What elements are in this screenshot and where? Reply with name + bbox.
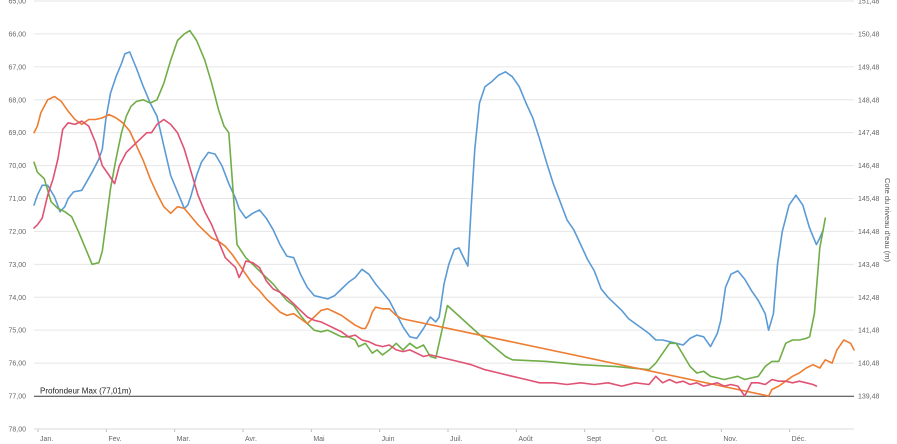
left-tick-label: 73,00 [8,262,26,269]
right-tick-label: 149,48 [858,64,880,71]
x-tick-label: Jan. [40,436,53,443]
x-tick-label: Déc. [792,436,806,443]
right-tick-label: 140,48 [858,361,880,368]
x-tick-label: Juin [382,436,395,443]
left-tick-label: 72,00 [8,229,26,236]
right-tick-label: 150,48 [858,31,880,38]
left-tick-label: 68,00 [8,97,26,104]
x-tick-label: Mar. [177,436,191,443]
left-tick-label: 70,00 [8,163,26,170]
right-axis-ticks: 151,48 150,48 149,48 148,48 147,48 146,48 145,… [858,0,880,401]
series-line-1 [33,51,825,348]
x-tick-label: Juil. [450,436,463,443]
left-tick-label: 65,00 [8,0,26,6]
left-tick-label: 66,00 [8,31,26,38]
right-tick-label: 148,48 [858,97,880,104]
series-line-3 [33,95,855,397]
right-tick-label: 144,48 [858,229,880,236]
x-tick-label: Fev. [108,436,121,443]
left-tick-label: 74,00 [8,295,26,302]
x-tick-label: Mai [313,436,325,443]
left-tick-label: 71,00 [8,196,26,203]
x-tick-label: Août [518,436,532,443]
series-line-4 [33,118,818,397]
right-tick-label: 146,48 [858,163,880,170]
x-tick-label: Nov. [723,436,737,443]
x-tick-label: Oct. [655,436,668,443]
left-tick-label: 77,00 [8,394,26,401]
right-tick-label: 141,48 [858,328,880,335]
right-tick-label: 145,48 [858,196,880,203]
right-tick-label: 142,48 [858,295,880,302]
x-axis-ticks: Jan. Fev. Mar. Avr. Mai Juin Juil. Août Sept Oct.… [37,429,806,443]
left-tick-label: 69,00 [8,130,26,137]
right-tick-label: 139,48 [858,394,880,401]
series-line-2 [33,29,827,381]
x-tick-label: Avr. [245,436,257,443]
left-tick-label: 78,00 [8,426,26,433]
right-tick-label: 143,48 [858,262,880,269]
left-tick-label: 67,00 [8,64,26,71]
right-tick-label: 147,48 [858,130,880,137]
x-tick-label: Sept [587,436,601,443]
max-depth-label: Profondeur Max (77,01m) [40,386,131,395]
left-tick-label: 75,00 [8,328,26,335]
left-tick-label: 76,00 [8,361,26,368]
series-lines [33,29,855,397]
right-tick-label: 151,48 [858,0,880,6]
left-axis-ticks: 65,00 66,00 67,00 68,00 69,00 70,00 71,00 72,00… [8,0,26,433]
grid-lines [34,0,854,430]
right-axis-title: Cote du niveau d'eau (m) [883,178,892,262]
